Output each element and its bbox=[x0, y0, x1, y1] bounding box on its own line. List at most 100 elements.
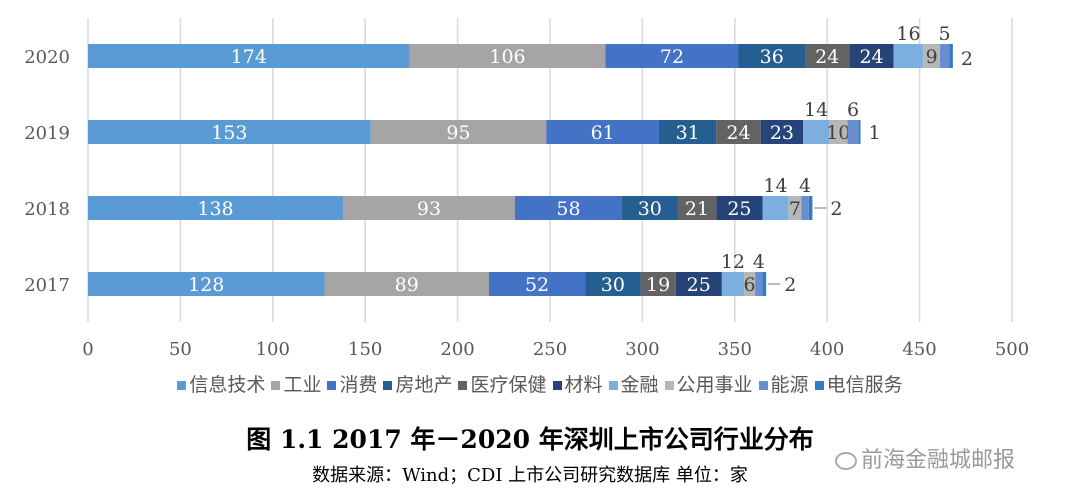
data-label: 89 bbox=[395, 274, 419, 296]
x-tick-label: 500 bbox=[995, 339, 1029, 360]
bar-segment bbox=[805, 44, 850, 68]
data-label: 72 bbox=[660, 46, 684, 68]
data-label: 24 bbox=[726, 122, 750, 144]
legend: 信息技术 工业 消费 房地产 医疗保健 材料 金融 公用事业 能源 电信服务 bbox=[0, 370, 1080, 397]
data-label: 4 bbox=[753, 251, 765, 273]
data-label: 23 bbox=[770, 122, 794, 144]
data-label: 30 bbox=[601, 274, 625, 296]
bar-segment bbox=[738, 44, 806, 68]
x-tick-label: 250 bbox=[533, 339, 567, 360]
bar-segment bbox=[514, 196, 623, 220]
bar-segment bbox=[829, 120, 848, 144]
data-label: 19 bbox=[646, 274, 670, 296]
x-tick-label: 150 bbox=[348, 339, 382, 360]
data-label: 25 bbox=[687, 274, 711, 296]
bar-segment bbox=[858, 120, 861, 144]
legend-label: 消费 bbox=[339, 374, 378, 396]
legend-item: 材料 bbox=[552, 370, 603, 397]
bar-segment bbox=[847, 120, 859, 144]
legend-label: 信息技术 bbox=[189, 374, 266, 396]
watermark-text: 前海金融城邮报 bbox=[861, 448, 1016, 473]
data-label: 9 bbox=[926, 46, 938, 68]
y-tick-label: 2017 bbox=[24, 275, 70, 296]
data-label: 6 bbox=[847, 99, 859, 121]
bar-segment bbox=[675, 272, 722, 296]
chart-source: 数据来源：Wind；CDI 上市公司研究数据库 单位：家 bbox=[312, 465, 748, 486]
y-tick-label: 2018 bbox=[24, 199, 70, 220]
legend-label: 金融 bbox=[620, 374, 659, 396]
x-tick-label: 300 bbox=[625, 339, 659, 360]
bar-segment bbox=[343, 196, 515, 220]
bar-segment bbox=[808, 196, 813, 220]
bar-segment bbox=[370, 120, 547, 144]
bar-segment bbox=[88, 44, 410, 68]
data-label: 2 bbox=[830, 198, 842, 220]
bar-segment bbox=[849, 44, 894, 68]
bar-segment bbox=[88, 120, 371, 144]
data-label: 21 bbox=[685, 198, 709, 220]
data-label: 138 bbox=[197, 198, 233, 220]
bar-segment bbox=[659, 120, 717, 144]
data-label: 25 bbox=[727, 198, 751, 220]
bar-segment bbox=[88, 196, 344, 220]
chart-title: 图 1.1 2017 年－2020 年深圳上市公司行业分布 bbox=[246, 425, 814, 454]
data-label: 4 bbox=[799, 175, 811, 197]
bar-segment bbox=[546, 120, 660, 144]
data-label: 106 bbox=[489, 46, 525, 68]
bar-segment bbox=[489, 272, 586, 296]
legend-label: 工业 bbox=[283, 374, 322, 396]
data-label: 58 bbox=[556, 198, 580, 220]
legend-swatch bbox=[383, 381, 393, 390]
bar-segment bbox=[88, 272, 325, 296]
y-tick-label: 2019 bbox=[24, 123, 70, 144]
legend-swatch bbox=[177, 381, 187, 390]
data-label: 14 bbox=[763, 175, 787, 197]
x-tick-label: 100 bbox=[256, 339, 290, 360]
legend-item: 公用事业 bbox=[664, 370, 753, 397]
bar-segment bbox=[677, 196, 717, 220]
x-tick-label: 350 bbox=[718, 339, 752, 360]
bar-segment bbox=[744, 272, 756, 296]
legend-item: 医疗保健 bbox=[458, 370, 547, 397]
data-label: 2 bbox=[961, 48, 973, 70]
legend-swatch bbox=[608, 381, 618, 390]
watermark: 前海金融城邮报 bbox=[835, 442, 1015, 474]
x-tick-label: 0 bbox=[82, 339, 93, 360]
legend-item: 信息技术 bbox=[177, 370, 265, 397]
legend-item: 金融 bbox=[608, 370, 659, 397]
legend-item: 电信服务 bbox=[814, 370, 903, 397]
legend-item: 能源 bbox=[758, 370, 809, 397]
bar-segment bbox=[605, 44, 739, 68]
data-label: 128 bbox=[188, 274, 224, 296]
data-label: 2 bbox=[784, 274, 796, 296]
data-label: 10 bbox=[826, 122, 850, 144]
legend-item: 工业 bbox=[271, 370, 321, 397]
bar-segment bbox=[622, 196, 678, 220]
bar-segment bbox=[949, 44, 953, 68]
legend-swatch bbox=[271, 381, 281, 390]
bar-segment bbox=[755, 272, 763, 296]
data-label: 52 bbox=[525, 274, 549, 296]
data-label: 36 bbox=[760, 46, 784, 68]
x-tick-label: 50 bbox=[169, 339, 192, 360]
legend-swatch bbox=[552, 381, 562, 390]
legend-swatch bbox=[327, 381, 337, 390]
legend-label: 能源 bbox=[770, 374, 809, 396]
data-label: 153 bbox=[211, 122, 247, 144]
legend-swatch bbox=[664, 381, 674, 390]
data-label: 12 bbox=[721, 251, 745, 273]
data-label: 7 bbox=[789, 198, 801, 220]
data-label: 174 bbox=[231, 46, 267, 68]
bar-segment bbox=[640, 272, 676, 296]
data-label: 30 bbox=[638, 198, 662, 220]
legend-item: 房地产 bbox=[383, 370, 452, 397]
legend-label: 材料 bbox=[564, 374, 603, 396]
legend-swatch bbox=[758, 381, 768, 390]
data-label: 95 bbox=[446, 122, 470, 144]
bar-segment bbox=[762, 196, 789, 220]
x-tick-label: 400 bbox=[810, 339, 844, 360]
legend-swatch bbox=[814, 381, 824, 390]
bar-segment bbox=[585, 272, 641, 296]
bar-segment bbox=[409, 44, 606, 68]
data-label: 1 bbox=[868, 122, 880, 144]
